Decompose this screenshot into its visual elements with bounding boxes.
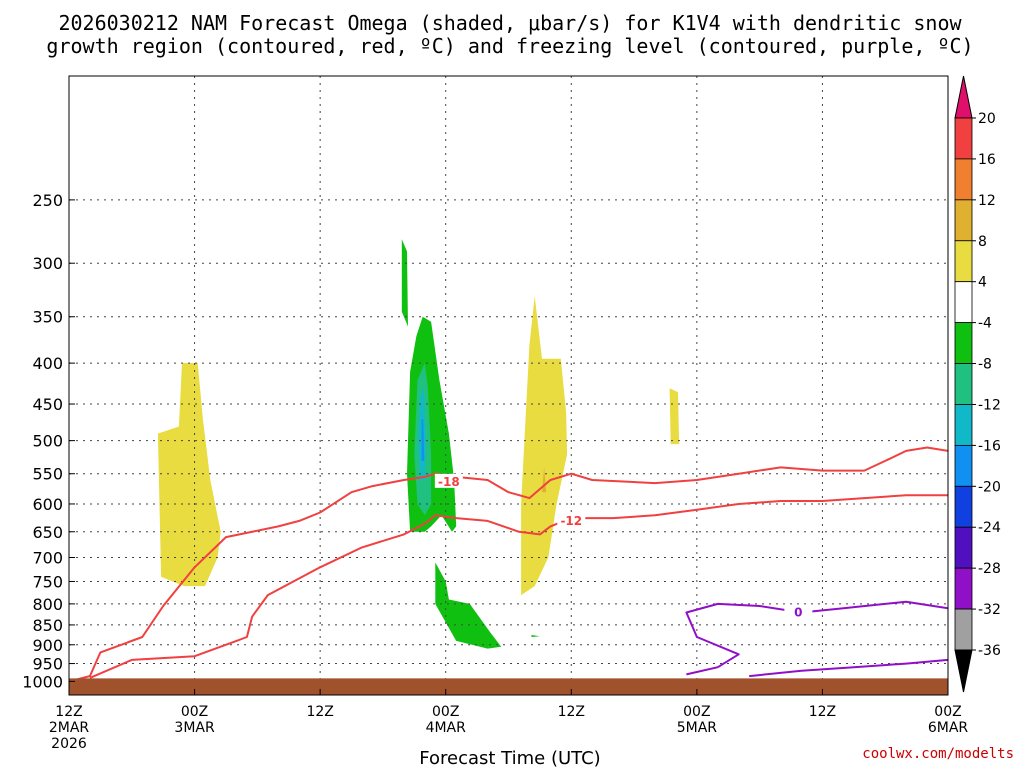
colorbar-box-11: [954, 567, 973, 610]
colorbar-box-9: [954, 485, 973, 528]
colorbar-label-4: 4: [978, 275, 987, 291]
y-tick-label-550: 550: [32, 465, 63, 484]
x-tick-label-time-0: 12Z: [55, 704, 82, 720]
x-tick-label-date-5: 5MAR: [677, 720, 718, 736]
x-tick-label-date-7: 6MAR: [928, 720, 969, 736]
contour-dgz-minus-18: [69, 446, 948, 683]
credit-text: coolwx.com/modelts: [862, 746, 1014, 762]
colorbar: 20 16 12 8 4 -4 -8 -12 -16 -20 -24 -28 -32 -36: [954, 75, 1001, 693]
surface-fill: [69, 678, 948, 695]
colorbar-box-5: [954, 322, 973, 364]
colorbar-label-12: -32: [978, 602, 1001, 618]
colorbar-box-2: [954, 199, 973, 242]
colorbar-label-2: 12: [978, 193, 996, 209]
colorbar-label-13: -36: [978, 643, 1001, 659]
contour-label-dgz-minus-12: -12: [560, 514, 582, 528]
y-tick-label-850: 850: [32, 616, 63, 635]
x-tick-label-time-1: 00Z: [181, 704, 208, 720]
y-tick-label-700: 700: [32, 548, 63, 567]
colorbar-box-4: [954, 281, 973, 324]
omega-shade-omega-pos-4-a: [157, 363, 221, 587]
contour-label-bg-freezing-level-0: [784, 604, 813, 619]
contour-label-bg-dgz-minus-18: [434, 473, 463, 488]
plot-frame: [68, 75, 949, 696]
x-tick-label-time-4: 12Z: [558, 704, 585, 720]
plot-inner: -18 -12 0: [69, 76, 948, 695]
colorbar-label-10: -24: [978, 520, 1001, 536]
x-tick-label-year-0: 2026: [51, 736, 87, 752]
y-tick-label-250: 250: [32, 191, 63, 210]
contour-freezing-level-0: [685, 600, 948, 676]
y-tick-label-400: 400: [32, 354, 63, 373]
omega-shade-omega-neg-4-a: [401, 239, 408, 327]
colorbar-label-3: 8: [978, 234, 987, 250]
x-tick-label-time-3: 00Z: [432, 704, 459, 720]
contour-label-freezing-level-0: 0: [794, 605, 802, 619]
colorbar-box-0: [954, 117, 973, 160]
x-tick-label-time-2: 12Z: [306, 704, 333, 720]
contour-label-bg-dgz-minus-12: [557, 512, 586, 527]
colorbar-label-0: 20: [978, 111, 996, 127]
omega-shade-omega-neg-4-d: [531, 635, 540, 637]
colorbar-box-8: [954, 444, 973, 487]
colorbar-label-1: 16: [978, 152, 996, 168]
colorbar-label-9: -20: [978, 479, 1001, 495]
chart-title-line-2: growth region (contoured, red, ºC) and f…: [46, 34, 973, 58]
x-tick-label-date-0: 2MAR: [49, 720, 90, 736]
omega-shade-omega-pos-4-c: [669, 388, 680, 445]
plot-area: -18 -12 0 250 300 350 400 450 500 550 600 650 700 750…: [22, 75, 969, 752]
colorbar-label-7: -12: [978, 397, 1001, 413]
colorbar-bottom-arrow: [954, 649, 973, 693]
x-tick-label-time-5: 00Z: [683, 704, 710, 720]
colorbar-box-1: [954, 158, 973, 201]
y-tick-label-900: 900: [32, 636, 63, 655]
x-axis-label: Forecast Time (UTC): [419, 748, 600, 768]
y-tick-label-300: 300: [32, 254, 63, 273]
chart-title-line-1: 2026030212 NAM Forecast Omega (shaded, μ…: [58, 11, 962, 35]
colorbar-box-6: [954, 363, 973, 405]
colorbar-box-7: [954, 404, 973, 446]
x-tick-label-time-7: 00Z: [934, 704, 961, 720]
y-tick-label-1000: 1000: [22, 672, 63, 691]
y-tick-label-650: 650: [32, 523, 63, 542]
x-tick-label-time-6: 12Z: [809, 704, 836, 720]
y-tick-label-500: 500: [32, 432, 63, 451]
contour-freezing-level-0-b: [749, 658, 948, 678]
y-tick-label-350: 350: [32, 308, 63, 327]
colorbar-label-8: -16: [978, 438, 1001, 454]
contour-dgz-minus-12: [89, 494, 948, 679]
omega-shade-omega-pos-4-b: [521, 296, 568, 596]
y-tick-label-950: 950: [32, 655, 63, 674]
y-tick-label-800: 800: [32, 595, 63, 614]
contour-label-dgz-minus-18: -18: [438, 475, 460, 489]
colorbar-label-6: -8: [978, 357, 992, 373]
colorbar-box-3: [954, 240, 973, 283]
colorbar-box-12: [954, 608, 973, 651]
colorbar-label-11: -28: [978, 561, 1001, 577]
y-tick-label-750: 750: [32, 572, 63, 591]
colorbar-box-10: [954, 526, 973, 569]
omega-shade-omega-neg-16: [421, 419, 425, 461]
x-tick-label-date-3: 4MAR: [426, 720, 467, 736]
y-tick-label-450: 450: [32, 395, 63, 414]
omega-shade-omega-neg-4-c: [435, 562, 502, 649]
x-tick-label-date-1: 3MAR: [174, 720, 215, 736]
y-tick-label-600: 600: [32, 495, 63, 514]
colorbar-label-5: -4: [978, 316, 992, 332]
